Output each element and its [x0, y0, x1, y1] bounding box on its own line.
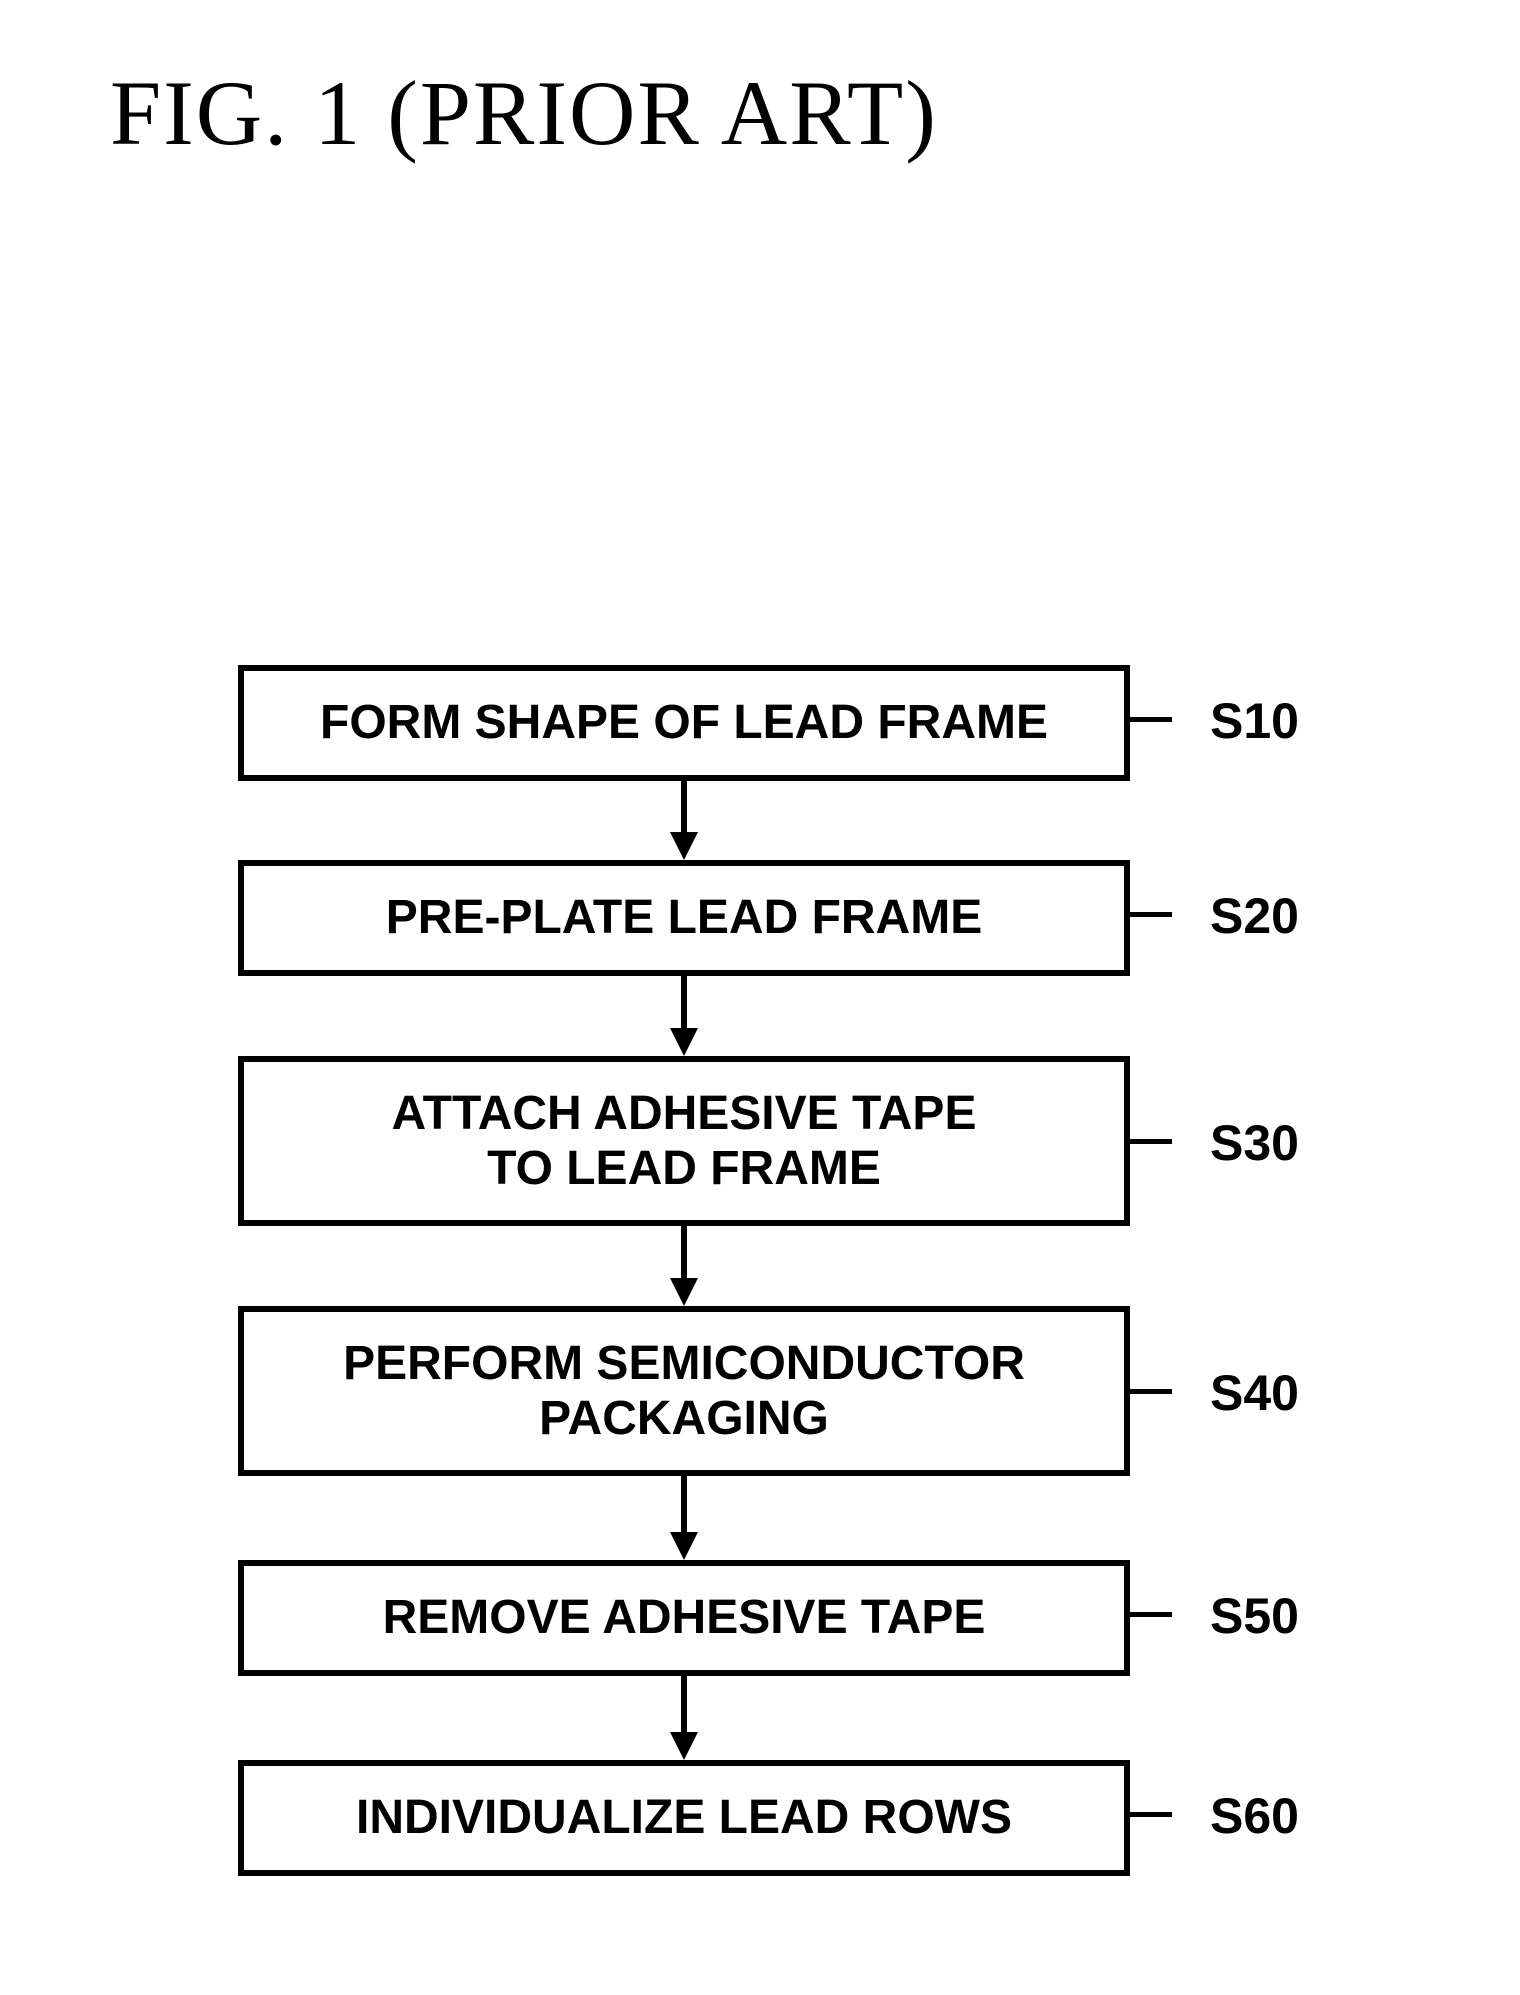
flow-arrow-head-icon — [670, 1028, 698, 1056]
flow-step-code: S10 — [1210, 692, 1299, 750]
flow-arrow-head-icon — [670, 1278, 698, 1306]
flow-step-box: INDIVIDUALIZE LEAD ROWS — [238, 1760, 1130, 1876]
flow-step-code: S60 — [1210, 1787, 1299, 1845]
figure-title: FIG. 1 (PRIOR ART) — [110, 60, 938, 166]
flow-step-label: REMOVE ADHESIVE TAPE — [383, 1590, 986, 1645]
flow-step-label: INDIVIDUALIZE LEAD ROWS — [356, 1790, 1012, 1845]
flowchart-connectors — [0, 0, 1520, 1995]
flow-step-label: ATTACH ADHESIVE TAPE TO LEAD FRAME — [392, 1086, 977, 1196]
flow-step-box: PRE-PLATE LEAD FRAME — [238, 860, 1130, 976]
flow-step-label: PRE-PLATE LEAD FRAME — [386, 890, 982, 945]
flow-step-code: S40 — [1210, 1364, 1299, 1422]
flow-arrow-head-icon — [670, 1732, 698, 1760]
flow-step-label: PERFORM SEMICONDUCTOR PACKAGING — [343, 1336, 1025, 1446]
flow-arrow-head-icon — [670, 832, 698, 860]
flow-step-box: REMOVE ADHESIVE TAPE — [238, 1560, 1130, 1676]
flow-step-code: S20 — [1210, 887, 1299, 945]
flow-arrow-head-icon — [670, 1532, 698, 1560]
flow-step-box: PERFORM SEMICONDUCTOR PACKAGING — [238, 1306, 1130, 1476]
page-root: FIG. 1 (PRIOR ART) FORM SHAPE OF LEAD FR… — [0, 0, 1520, 1995]
flow-step-box: ATTACH ADHESIVE TAPE TO LEAD FRAME — [238, 1056, 1130, 1226]
flow-step-code: S30 — [1210, 1114, 1299, 1172]
flow-step-code: S50 — [1210, 1587, 1299, 1645]
flow-step-label: FORM SHAPE OF LEAD FRAME — [320, 695, 1048, 750]
flow-step-box: FORM SHAPE OF LEAD FRAME — [238, 665, 1130, 781]
